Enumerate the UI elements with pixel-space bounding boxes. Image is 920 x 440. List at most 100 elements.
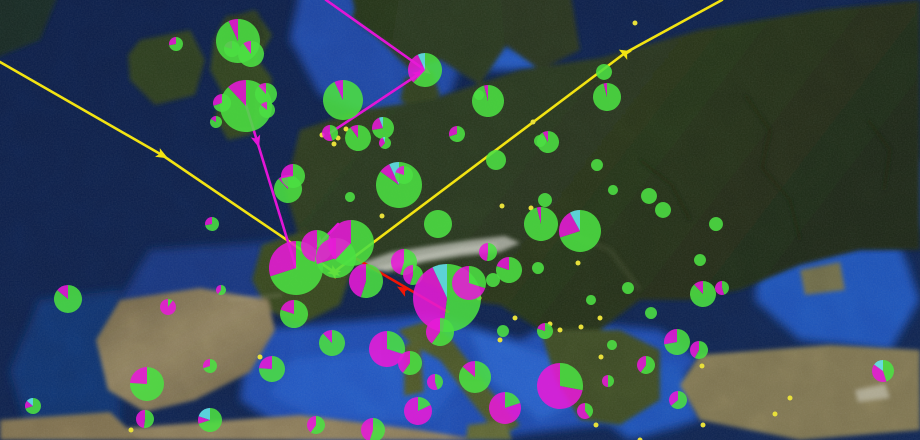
pie-marker[interactable] [361,418,385,440]
small-dot-23[interactable] [379,213,385,219]
pie-marker[interactable] [135,410,154,428]
small-dot-19[interactable] [787,395,793,401]
small-dot-21[interactable] [497,337,503,343]
pie-marker[interactable] [654,202,671,219]
pie-marker[interactable] [216,285,226,295]
small-dot-4[interactable] [632,20,638,26]
pie-marker[interactable] [537,323,553,340]
small-dot-17[interactable] [700,422,706,428]
pie-marker[interactable] [602,375,614,387]
pie-marker[interactable] [693,254,706,267]
small-dot-2[interactable] [343,126,349,132]
pie-marker[interactable] [640,188,657,205]
pie-marker[interactable] [349,264,383,298]
small-dot-18[interactable] [772,411,778,417]
pie-marker[interactable] [537,363,583,410]
pie-marker[interactable] [595,64,612,80]
pie-marker[interactable] [379,137,392,150]
pie-marker[interactable] [423,210,452,239]
pie-marker[interactable] [255,83,278,106]
pie-marker[interactable] [473,90,484,100]
pie-marker[interactable] [369,331,405,367]
pie-marker[interactable] [259,356,285,382]
small-dot-22[interactable] [512,315,518,321]
pie-marker[interactable] [577,403,593,420]
pie-marker[interactable] [408,53,443,88]
pie-marker[interactable] [669,391,687,410]
pie-marker[interactable] [690,341,708,360]
pie-marker[interactable] [715,281,730,296]
small-dot-5[interactable] [528,205,534,211]
small-dot-7[interactable] [499,203,505,209]
pie-marker[interactable] [537,193,552,207]
pie-marker[interactable] [524,207,558,241]
pie-marker[interactable] [202,359,218,373]
pie-marker[interactable] [395,166,414,184]
pie-marker[interactable] [198,408,222,433]
pie-marker[interactable] [307,416,325,435]
f-magenta-north-line[interactable] [324,0,427,72]
pie-marker[interactable] [426,318,454,346]
pie-marker[interactable] [472,85,504,117]
small-dot-6[interactable] [530,119,536,125]
pie-marker[interactable] [259,102,276,118]
small-dot-25[interactable] [257,354,263,360]
small-dot-24[interactable] [128,427,134,433]
small-dot-12[interactable] [575,260,581,266]
small-dot-9[interactable] [578,324,584,330]
pie-marker[interactable] [160,299,177,315]
pie-marker[interactable] [478,243,497,261]
pie-marker[interactable] [496,257,522,284]
pie-marker[interactable] [345,125,372,151]
magenta-flow-london-to-paris[interactable] [244,103,298,270]
small-dot-8[interactable] [557,327,563,333]
pie-marker[interactable] [427,374,444,390]
pie-marker[interactable] [531,262,544,274]
pie-marker[interactable] [496,325,509,337]
small-dot-3[interactable] [331,141,337,147]
pie-marker[interactable] [593,83,622,111]
pie-marker[interactable] [205,217,220,232]
pie-marker[interactable] [458,361,491,393]
small-dot-13[interactable] [597,315,603,321]
pie-marker[interactable] [485,273,500,287]
small-dot-14[interactable] [598,354,604,360]
small-dot-15[interactable] [699,363,705,369]
pie-marker-layer[interactable] [25,19,894,440]
f-magenta-uk-line[interactable] [244,103,298,270]
pie-marker[interactable] [690,281,717,307]
pie-marker[interactable] [872,360,894,382]
pie-marker[interactable] [404,397,432,425]
pie-marker[interactable] [559,210,601,252]
pie-marker[interactable] [323,80,363,120]
pie-marker[interactable] [213,94,232,113]
small-dot-layer[interactable] [128,20,793,440]
pie-marker[interactable] [452,265,486,300]
pie-marker[interactable] [280,164,305,188]
pie-marker[interactable] [664,329,691,356]
pie-marker[interactable] [533,135,546,147]
pie-marker[interactable] [169,37,184,51]
pie-marker[interactable] [449,126,465,142]
pie-marker[interactable] [585,295,596,305]
f-magenta-west-line[interactable] [328,68,427,135]
pie-marker[interactable] [397,351,422,375]
pie-marker[interactable] [372,117,395,140]
pie-marker[interactable] [210,116,222,129]
pie-marker[interactable] [53,285,83,314]
f-yellow-atlantic-line[interactable] [0,60,336,274]
pie-marker[interactable] [322,125,339,141]
pie-marker[interactable] [280,300,308,328]
pie-marker[interactable] [636,356,655,375]
pie-marker[interactable] [238,41,265,68]
pie-marker[interactable] [130,367,164,401]
pie-marker[interactable] [708,217,723,231]
small-dot-20[interactable] [637,437,643,440]
pie-marker[interactable] [328,220,375,267]
pie-marker[interactable] [485,150,506,170]
pie-marker[interactable] [621,282,634,294]
pie-marker[interactable] [607,185,618,196]
pie-marker[interactable] [644,307,657,320]
